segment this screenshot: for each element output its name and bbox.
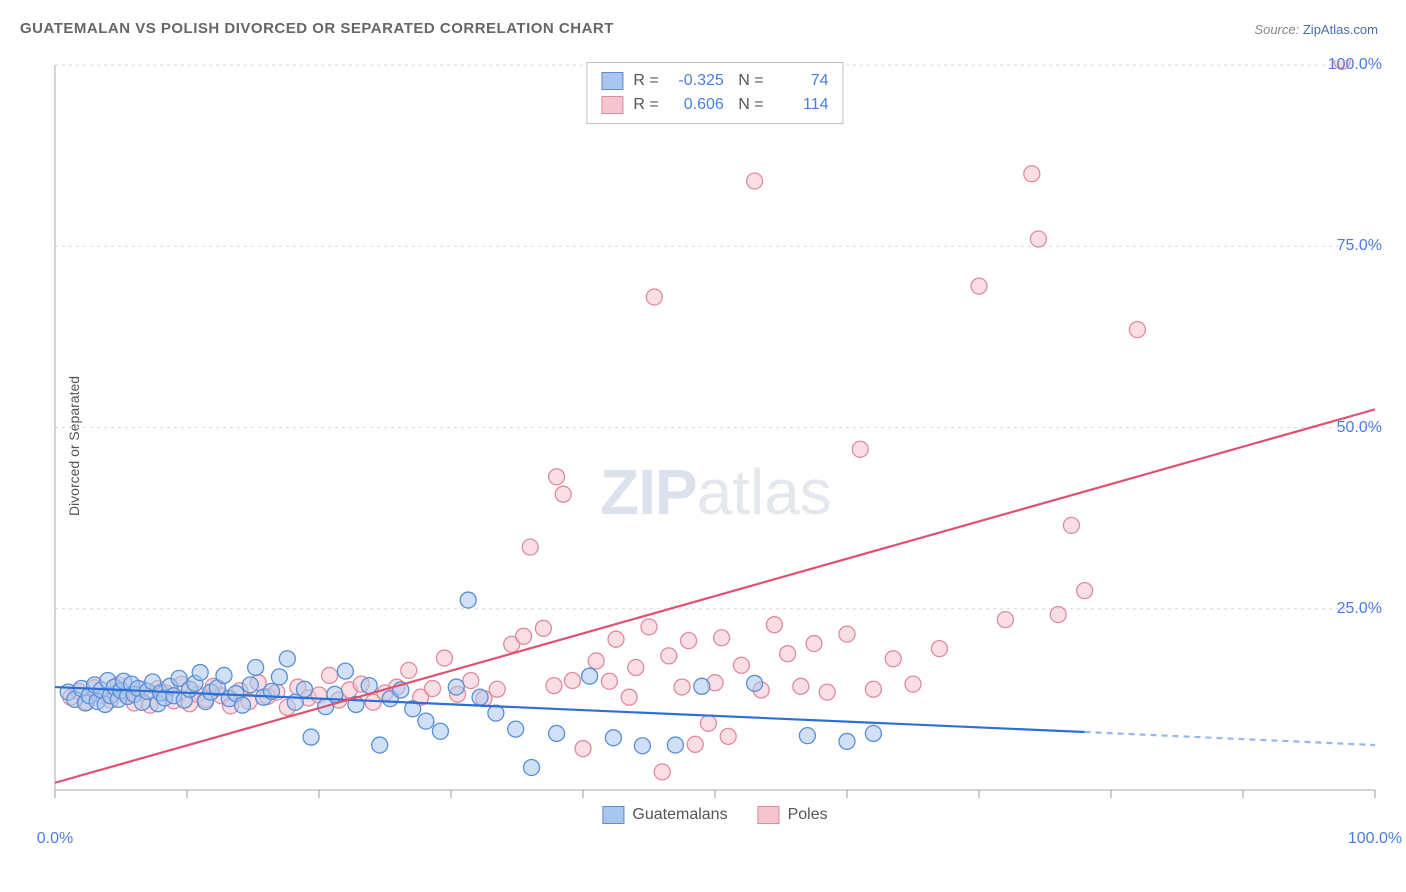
y-tick-label: 25.0%	[1337, 600, 1382, 618]
x-tick-label: 100.0%	[1348, 830, 1402, 848]
r-val-1: 0.606	[669, 93, 724, 117]
n-label-0: N =	[734, 69, 764, 93]
legend-swatch-1	[758, 806, 780, 824]
r-label-0: R =	[633, 69, 658, 93]
legend-label-1: Poles	[788, 806, 828, 824]
n-val-1: 114	[774, 93, 829, 117]
r-val-0: -0.325	[669, 69, 724, 93]
source-attribution: Source: ZipAtlas.com	[1254, 22, 1378, 37]
r-label-1: R =	[633, 93, 658, 117]
chart-title: GUATEMALAN VS POLISH DIVORCED OR SEPARAT…	[20, 20, 614, 37]
n-label-1: N =	[734, 93, 764, 117]
source-value: ZipAtlas.com	[1303, 22, 1378, 37]
stats-row-0: R = -0.325 N = 74	[601, 69, 828, 93]
legend-swatch-0	[602, 806, 624, 824]
n-val-0: 74	[774, 69, 829, 93]
chart-svg	[50, 60, 1380, 820]
bottom-legend: Guatemalans Poles	[602, 806, 827, 824]
plot-area: ZIPatlas R = -0.325 N = 74 R = 0.606 N =…	[50, 60, 1380, 820]
x-tick-label: 0.0%	[37, 830, 73, 848]
legend-item-0: Guatemalans	[602, 806, 727, 824]
y-tick-label: 100.0%	[1328, 56, 1382, 74]
y-tick-label: 50.0%	[1337, 419, 1382, 437]
stats-row-1: R = 0.606 N = 114	[601, 93, 828, 117]
swatch-0	[601, 72, 623, 90]
legend-label-0: Guatemalans	[632, 806, 727, 824]
y-tick-label: 75.0%	[1337, 237, 1382, 255]
swatch-1	[601, 96, 623, 114]
legend-item-1: Poles	[758, 806, 828, 824]
stats-legend: R = -0.325 N = 74 R = 0.606 N = 114	[586, 62, 843, 124]
source-label: Source:	[1254, 22, 1299, 37]
